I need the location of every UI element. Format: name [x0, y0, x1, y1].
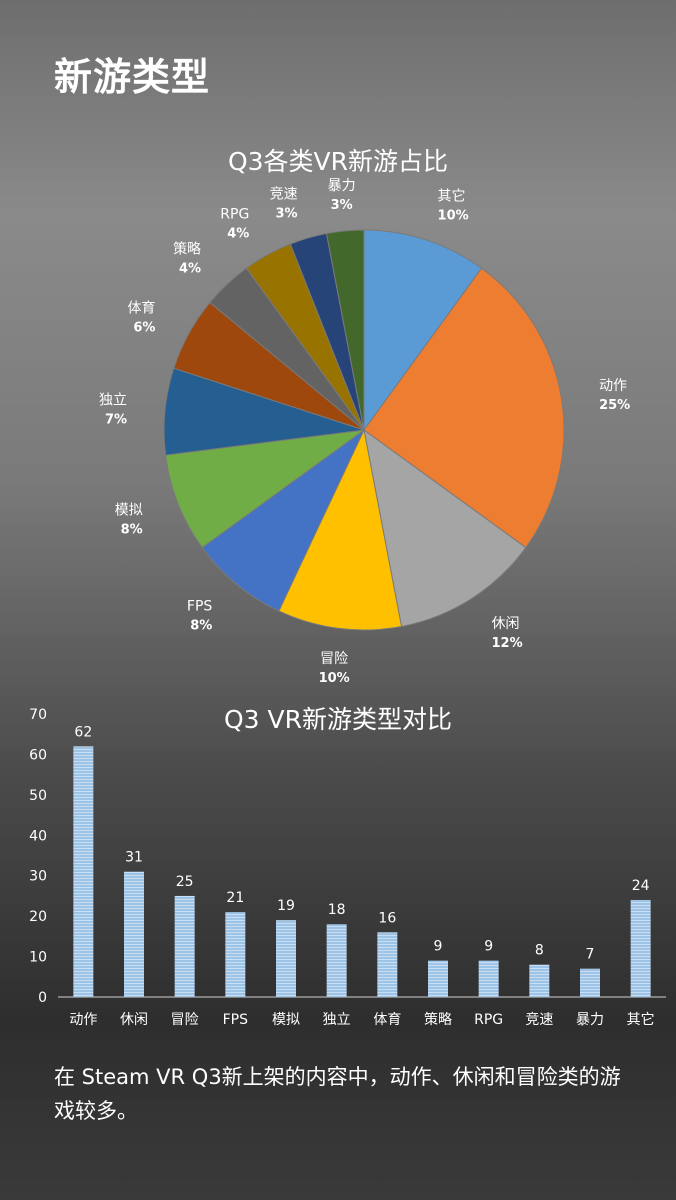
bar-value-label-6: 16 [378, 910, 396, 926]
bar-value-label-11: 24 [632, 878, 650, 894]
pie-percent-0: 10% [438, 209, 469, 224]
y-tick-label-2: 20 [29, 909, 47, 925]
pie-percent-1: 25% [599, 398, 630, 413]
bar-11 [630, 899, 651, 997]
pie-label-2: 休闲 [492, 616, 520, 632]
pie-percent-9: 4% [227, 226, 249, 241]
x-tick-label-3: FPS [223, 1012, 248, 1028]
x-tick-label-11: 其它 [627, 1011, 655, 1028]
y-tick-label-3: 30 [29, 869, 47, 885]
bar-value-label-0: 62 [74, 724, 92, 740]
pie-percent-10: 3% [276, 206, 298, 221]
x-tick-label-9: 竞速 [525, 1011, 553, 1028]
x-tick-label-7: 策略 [424, 1011, 452, 1028]
pie-percent-11: 3% [331, 198, 353, 213]
pie-label-1: 动作 [599, 378, 627, 394]
pie-label-4: FPS [187, 598, 212, 614]
x-tick-label-5: 独立 [323, 1012, 351, 1028]
y-tick-label-7: 70 [29, 707, 47, 723]
bar-value-label-4: 19 [277, 898, 295, 914]
y-tick-label-1: 10 [29, 950, 47, 966]
bar-value-label-9: 8 [535, 943, 544, 959]
bar-8 [478, 960, 499, 997]
pie-label-3: 冒险 [320, 651, 348, 667]
summary-caption: 在 Steam VR Q3新上架的内容中，动作、休闲和冒险类的游戏较多。 [54, 1065, 621, 1123]
pie-percent-8: 4% [179, 262, 201, 277]
pie-percent-2: 12% [492, 636, 523, 651]
bar-7 [428, 960, 448, 997]
bar-value-label-3: 21 [226, 890, 244, 906]
pie-slice-0 [363, 229, 483, 432]
pie-slice-5 [165, 429, 365, 549]
pie-label-7: 体育 [127, 300, 155, 316]
y-tick-label-4: 40 [29, 828, 47, 844]
pie-slice-2 [363, 428, 527, 628]
bar-value-label-10: 7 [586, 947, 595, 963]
x-tick-label-1: 休闲 [120, 1012, 148, 1028]
x-tick-label-2: 冒险 [171, 1012, 199, 1028]
bar-3 [225, 912, 246, 997]
pie-label-5: 模拟 [115, 503, 143, 519]
bar-2 [174, 895, 195, 997]
bar-chart-title: Q3 VR新游类型对比 [223, 705, 452, 734]
y-tick-label-6: 60 [29, 747, 47, 763]
pie-percent-3: 10% [319, 671, 350, 686]
bar-9 [529, 964, 550, 997]
pie-label-8: 策略 [173, 241, 201, 258]
bar-4 [276, 920, 296, 997]
bar-0 [73, 746, 94, 997]
pie-chart-title: Q3各类VR新游占比 [227, 147, 449, 176]
x-tick-label-4: 模拟 [272, 1012, 300, 1028]
pie-label-10: 竞速 [270, 185, 298, 202]
x-tick-label-10: 暴力 [576, 1012, 604, 1028]
pie-slice-1 [363, 267, 565, 549]
bar-6 [377, 932, 398, 997]
pie-slice-3 [278, 428, 403, 631]
pie-label-0: 其它 [438, 188, 466, 205]
pie-percent-7: 6% [133, 320, 155, 335]
x-tick-label-0: 动作 [69, 1012, 97, 1028]
pie-slice-11 [325, 229, 365, 431]
pie-label-6: 独立 [99, 393, 127, 409]
bar-value-label-2: 25 [176, 874, 194, 890]
pie-label-11: 暴力 [328, 178, 356, 194]
pie-slice-4 [201, 429, 365, 612]
pie-percent-5: 8% [121, 523, 143, 538]
bar-value-label-5: 18 [328, 902, 346, 918]
bar-value-label-7: 9 [434, 939, 443, 955]
bar-1 [124, 871, 144, 997]
pie-chart: 其它 10% 动作 25% 休闲 12% 冒险 10% FPS 8% 模拟 8% 独立 7% 体育 6% 策略 4… [99, 178, 630, 686]
x-tick-label-8: RPG [474, 1012, 503, 1028]
bar-10 [580, 968, 600, 997]
x-tick-label-6: 体育 [373, 1012, 401, 1028]
bar-value-label-8: 9 [484, 939, 493, 955]
pie-percent-6: 7% [105, 413, 127, 428]
pie-label-9: RPG [220, 206, 249, 222]
bar-5 [326, 924, 347, 997]
y-tick-label-5: 50 [29, 788, 47, 804]
page-title: 新游类型 [54, 55, 211, 99]
pie-percent-4: 8% [190, 618, 212, 633]
bar-value-label-1: 31 [125, 850, 143, 866]
y-tick-label-0: 0 [38, 990, 47, 1006]
